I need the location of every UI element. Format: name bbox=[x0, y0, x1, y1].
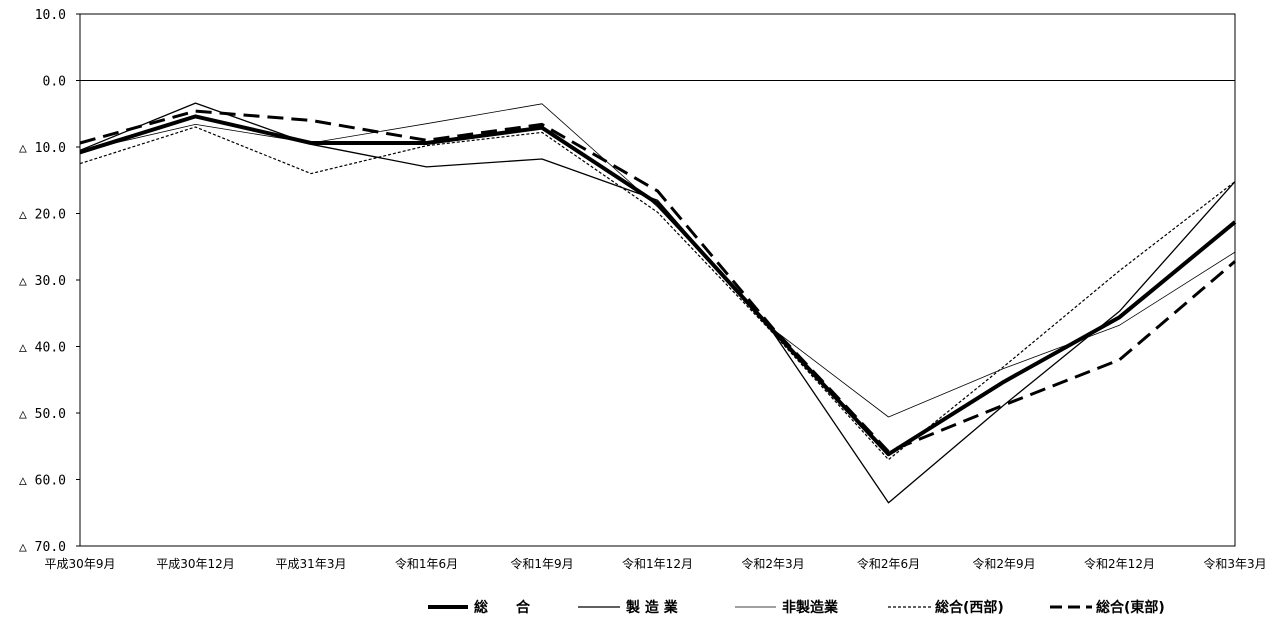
legend-label-1: 製 造 業 bbox=[625, 599, 679, 616]
x-tick-label: 令和1年12月 bbox=[622, 556, 693, 571]
x-tick-label: 令和1年9月 bbox=[510, 556, 573, 571]
x-tick-label: 平成30年12月 bbox=[156, 557, 235, 571]
y-tick-label: △ 60.0 bbox=[19, 474, 66, 489]
legend-label-2: 非製造業 bbox=[782, 599, 839, 616]
y-tick-label: △ 20.0 bbox=[19, 208, 66, 223]
series-layer bbox=[79, 102, 1237, 504]
y-tick-label: △ 40.0 bbox=[19, 341, 66, 356]
x-tick-label: 令和2年3月 bbox=[741, 556, 804, 571]
legend-label-3: 総合(西部) bbox=[935, 599, 1004, 616]
series-line-4 bbox=[79, 109, 1236, 454]
legend-label-0: 総 合 bbox=[474, 599, 531, 616]
x-tick-label: 令和2年12月 bbox=[1084, 556, 1155, 571]
series-line-0 bbox=[79, 114, 1237, 457]
y-tick-label: △ 50.0 bbox=[19, 407, 66, 422]
y-tick-label: 0.0 bbox=[43, 75, 66, 90]
x-tick-label: 令和2年9月 bbox=[972, 556, 1035, 571]
series-line-3 bbox=[79, 126, 1236, 461]
y-tick-label: △ 70.0 bbox=[19, 540, 66, 555]
x-tick-label: 令和1年6月 bbox=[395, 556, 458, 571]
x-tick-label: 令和2年6月 bbox=[857, 556, 920, 571]
plot-area-border bbox=[79, 13, 1236, 547]
x-axis: 平成30年9月 平成30年12月 平成31年3月 令和1年6月 令和1年9月 令和1年12… bbox=[45, 556, 1267, 571]
y-tick-label: △ 10.0 bbox=[19, 141, 66, 156]
y-axis: 10.0 0.0 △ 10.0 △ 20.0 △ 30.0 △ 40.0 △ 50.0 △ 6… bbox=[19, 8, 80, 555]
x-tick-label: 平成30年9月 bbox=[45, 557, 116, 571]
series-line-2 bbox=[79, 103, 1236, 418]
x-tick-label: 令和3年3月 bbox=[1203, 556, 1266, 571]
y-tick-label: 10.0 bbox=[35, 8, 66, 23]
x-tick-label: 平成31年3月 bbox=[276, 557, 347, 571]
series-line-1 bbox=[79, 102, 1236, 504]
legend: 総 合 製 造 業 非製造業 総合(西部) 総合(東部) bbox=[428, 599, 1165, 616]
legend-label-4: 総合(東部) bbox=[1096, 599, 1165, 616]
y-tick-label: △ 30.0 bbox=[19, 274, 66, 289]
